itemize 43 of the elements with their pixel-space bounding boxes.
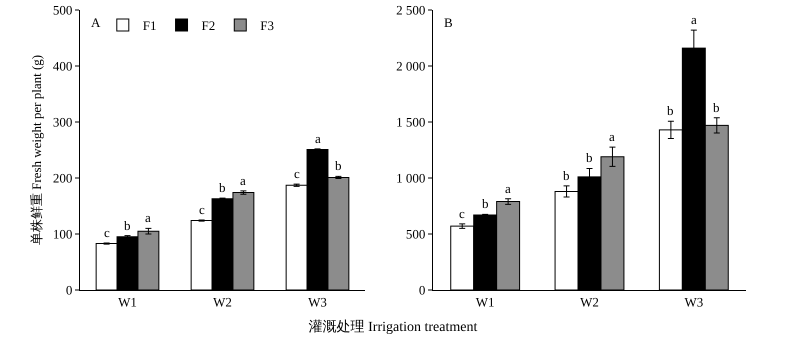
data-label: a (505, 181, 511, 196)
y-tick-label: 400 (52, 58, 72, 74)
data-label: b (482, 196, 488, 211)
y-tick-label: 300 (52, 114, 72, 130)
y-tick-label: 0 (418, 282, 426, 298)
y-tick-label: 1 500 (396, 114, 426, 130)
y-tick-label: 0 (66, 282, 72, 298)
data-label: b (667, 103, 674, 118)
data-label: c (199, 202, 205, 217)
data-label: b (713, 100, 720, 115)
data-label: a (145, 210, 151, 225)
data-label: a (691, 12, 697, 27)
x-tick-label: W2 (213, 294, 232, 310)
y-tick-label: 2 000 (396, 58, 426, 74)
y-tick-label: 500 (406, 226, 426, 242)
legend-label: F3 (260, 18, 274, 34)
data-label: a (609, 129, 615, 144)
x-tick-label: W2 (580, 294, 599, 310)
data-label: c (459, 206, 465, 221)
data-label: c (294, 166, 300, 181)
x-tick-label: W1 (476, 294, 495, 310)
y-tick-label: 500 (52, 2, 72, 18)
x-tick-label: W3 (684, 294, 704, 310)
y-tick-label: 1 000 (396, 170, 426, 186)
annotation: B (444, 15, 453, 30)
x-tick-label: W1 (118, 294, 137, 310)
data-label: a (240, 173, 246, 188)
y-tick-label: 100 (52, 226, 72, 242)
data-label: b (335, 158, 342, 173)
data-label: b (563, 168, 570, 183)
data-label: c (104, 225, 110, 240)
annotation: A (91, 15, 101, 30)
y-tick-label: 200 (52, 170, 72, 186)
x-tick-label: W3 (308, 294, 327, 310)
y-tick-label: 2 500 (396, 2, 426, 18)
data-label: b (586, 150, 592, 165)
y-axis-title: 单株鲜重 Fresh weight per plant (g) (28, 54, 44, 246)
data-label: b (219, 180, 226, 195)
x-axis-title: 灌溉处理 Irrigation treatment (308, 318, 478, 336)
data-label: a (315, 131, 321, 146)
legend-label: F1 (142, 18, 157, 34)
legend-label: F2 (202, 18, 216, 34)
data-label: b (124, 218, 130, 233)
